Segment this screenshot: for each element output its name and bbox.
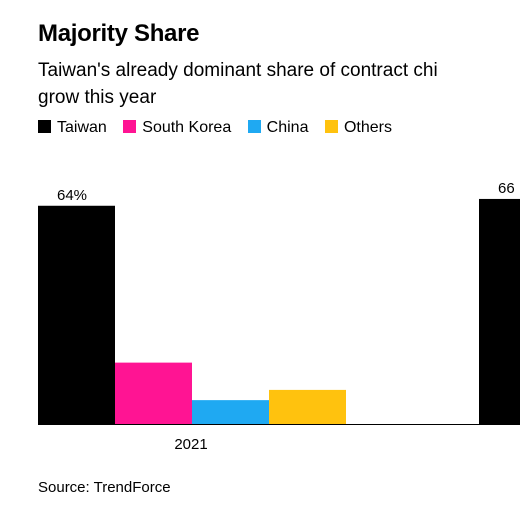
source-note: Source: TrendForce [38, 479, 171, 496]
subtitle-line-2: grow this year [38, 87, 157, 108]
legend-label-south-korea: South Korea [142, 119, 232, 136]
legend-swatch-others [324, 120, 338, 133]
legend-item-others: Others [324, 119, 392, 137]
legend-label-china: China [266, 119, 309, 136]
bar-south-korea-2021 [115, 362, 192, 424]
chart-subtitle: Taiwan's already dominant share of contr… [38, 57, 438, 111]
bar-others-2021 [269, 389, 346, 424]
legend-label-taiwan: Taiwan [57, 119, 107, 136]
subtitle-line-1: Taiwan's already dominant share of contr… [38, 60, 438, 81]
legend-item-south-korea: South Korea [123, 119, 231, 137]
data-label-taiwan-2021: 64% [57, 187, 87, 204]
data-label-taiwan-2022: 66 [498, 180, 515, 197]
bar-taiwan-2022 [479, 198, 520, 424]
chart-title: Majority Share [38, 20, 200, 47]
x-tick-label-2021: 2021 [174, 436, 207, 453]
bars-layer [38, 198, 520, 424]
bar-taiwan-2021 [38, 205, 115, 424]
bar-china-2021 [192, 400, 269, 424]
chart-legend: Taiwan South Korea China Others [38, 119, 404, 139]
legend-item-china: China [247, 119, 309, 137]
ticks-layer: 2021 [174, 436, 207, 453]
legend-swatch-china [247, 120, 261, 133]
legend-item-taiwan: Taiwan [38, 119, 107, 137]
legend-swatch-south-korea [123, 120, 137, 133]
legend-label-others: Others [343, 119, 392, 136]
legend-swatch-taiwan [38, 120, 51, 133]
labels-layer: 64% 66 [57, 180, 515, 204]
